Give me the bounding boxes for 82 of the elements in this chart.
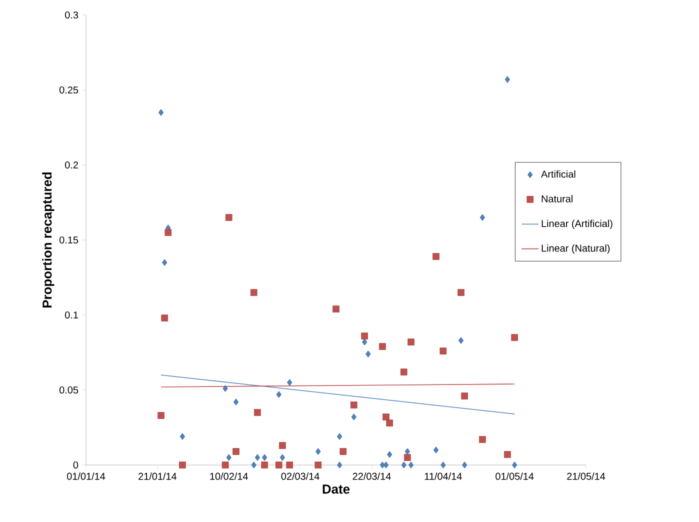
point — [232, 448, 240, 455]
point — [504, 451, 511, 458]
point — [400, 368, 408, 376]
y-tick-label: 0.15 — [59, 236, 78, 244]
legend-label: Natural — [542, 195, 572, 202]
point — [480, 214, 486, 221]
point — [250, 289, 258, 296]
legend-label: Linear (Natural) — [542, 244, 610, 254]
point — [512, 462, 518, 468]
point — [225, 214, 232, 221]
point — [279, 442, 286, 449]
point — [408, 338, 414, 346]
y-tick-label: 0.2 — [65, 161, 78, 169]
point — [433, 446, 439, 454]
x-tick-label: 01/05/14 — [496, 472, 534, 480]
point — [386, 451, 392, 458]
point — [222, 385, 228, 392]
point — [440, 462, 446, 468]
x-tick-label: 10/02/14 — [210, 472, 248, 480]
y-tick-label: 0 — [73, 461, 78, 469]
point — [316, 448, 321, 455]
point — [351, 414, 356, 420]
point — [511, 334, 518, 341]
point — [458, 289, 464, 296]
point — [383, 462, 389, 468]
point — [458, 337, 464, 344]
point — [340, 448, 347, 455]
point — [404, 448, 410, 455]
point — [461, 392, 468, 400]
point — [479, 436, 486, 443]
y-tick-label: 0.25 — [59, 86, 78, 94]
y-axis-title: Proportion recaptured — [42, 172, 54, 308]
point — [401, 462, 406, 468]
point — [404, 454, 411, 461]
point — [382, 414, 390, 420]
point — [226, 454, 232, 461]
point — [314, 462, 322, 468]
point — [366, 350, 371, 358]
point — [222, 462, 229, 468]
point — [280, 454, 286, 461]
point — [179, 462, 186, 468]
point — [180, 433, 186, 440]
point — [286, 379, 292, 386]
point — [440, 348, 447, 354]
point — [161, 314, 168, 322]
x-tick-label: 21/01/14 — [138, 472, 177, 480]
y-tick-label: 0.1 — [65, 311, 78, 319]
point — [164, 229, 172, 236]
point — [408, 462, 414, 468]
y-tick-label: 0.3 — [65, 11, 78, 19]
point — [275, 462, 282, 468]
point — [286, 462, 293, 468]
point — [336, 462, 342, 468]
point — [162, 259, 168, 266]
legend-label: Artificial — [541, 170, 576, 178]
x-tick-label: 21/05/14 — [567, 472, 606, 480]
point — [386, 420, 393, 426]
point — [504, 76, 510, 83]
x-tick-label: 01/01/14 — [67, 472, 106, 480]
x-tick-label: 11/04/14 — [424, 472, 462, 480]
point — [332, 306, 340, 312]
point — [462, 462, 468, 468]
x-tick-label: 22/03/14 — [352, 472, 391, 480]
point — [254, 454, 260, 461]
point — [233, 398, 239, 406]
point — [261, 462, 268, 468]
point — [379, 343, 386, 350]
x-tick-label: 02/03/14 — [281, 472, 320, 480]
point — [350, 402, 358, 408]
point — [251, 462, 256, 468]
point — [361, 332, 368, 340]
point — [362, 338, 368, 346]
point — [254, 409, 261, 416]
point — [336, 433, 342, 440]
point — [276, 391, 282, 398]
point — [158, 412, 164, 419]
y-tick-label: 0.05 — [59, 386, 78, 394]
x-axis-title: Date — [322, 484, 350, 494]
point — [158, 109, 164, 116]
point — [432, 253, 440, 260]
legend-label: Linear (Artificial) — [542, 220, 612, 230]
point — [262, 454, 268, 461]
